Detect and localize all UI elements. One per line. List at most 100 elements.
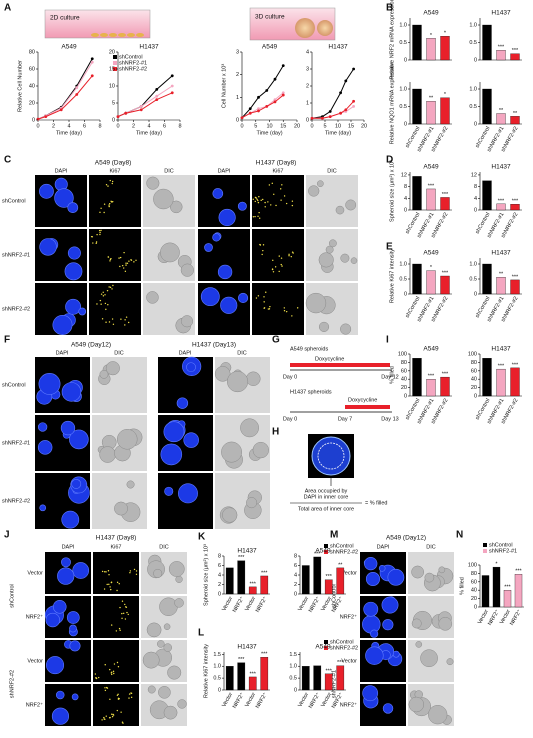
chart-title: A549 xyxy=(423,164,439,171)
ki67-stain xyxy=(265,291,267,293)
y-tick-label: 1.0 xyxy=(469,22,477,28)
panel-label: B xyxy=(386,3,393,14)
x-axis-label: Time (day) xyxy=(56,130,82,136)
spheroid-dic xyxy=(325,245,334,254)
y-tick-label: 0 xyxy=(474,207,477,213)
ki67-stain xyxy=(101,570,104,573)
ki67-stain xyxy=(281,265,283,267)
column-header: DIC xyxy=(164,168,174,174)
y-tick-label: 40 xyxy=(471,377,477,383)
ki67-stain xyxy=(123,267,125,269)
ki67-stain xyxy=(111,673,113,676)
spheroid-dic xyxy=(146,176,160,190)
ki67-stain xyxy=(257,201,260,204)
x-tick-label: 8 xyxy=(178,123,181,129)
column-header: DAPI xyxy=(55,168,68,174)
nucleus-stain xyxy=(200,287,220,307)
data-point xyxy=(281,93,285,97)
data-point xyxy=(321,116,324,120)
data-point xyxy=(44,115,48,118)
data-point xyxy=(116,115,120,118)
data-point xyxy=(352,99,355,103)
significance: *** xyxy=(442,372,449,378)
micrograph xyxy=(92,357,147,413)
bar xyxy=(301,565,310,595)
row-label: Vector xyxy=(341,658,357,664)
panel-label: K xyxy=(198,532,206,543)
y-tick-label: 2 xyxy=(236,72,239,78)
ki67-stain xyxy=(111,182,113,185)
panel-label: D xyxy=(386,155,393,166)
panel-label: I xyxy=(386,335,389,346)
ki67-stain xyxy=(104,718,106,721)
ki67-stain xyxy=(100,229,102,232)
nucleus-stain xyxy=(204,243,213,252)
y-tick-label: 0 xyxy=(294,687,297,693)
ki67-stain xyxy=(111,671,113,673)
spheroid-dic xyxy=(153,188,174,210)
nucleus-stain xyxy=(52,600,67,614)
ki67-stain xyxy=(111,201,113,203)
chart-title: A549 xyxy=(262,44,278,51)
ki67-stain xyxy=(110,588,112,591)
ki67-stain xyxy=(261,253,263,256)
nucleus-stain xyxy=(69,429,89,450)
row-label: shControl xyxy=(2,382,26,388)
x-axis-label: Time (day) xyxy=(256,130,282,136)
y-tick-label: 0 xyxy=(404,291,407,297)
data-point xyxy=(344,79,348,83)
ki67-stain xyxy=(285,310,288,313)
bar xyxy=(514,574,523,608)
spheroid-dic xyxy=(160,242,180,263)
y-tick-label: 100 xyxy=(468,562,477,568)
chart-title: A549 xyxy=(423,10,439,17)
ki67-stain xyxy=(296,307,299,309)
legend-label: shNRF2-#2 xyxy=(119,66,147,72)
micrograph xyxy=(89,283,141,335)
y-axis-label: Spheroid size (μm²) x 10³ xyxy=(389,160,395,222)
chart-title: H1437 xyxy=(237,644,257,651)
timeline-title: A549 spheroids xyxy=(290,346,328,352)
bar xyxy=(492,566,501,608)
panel-label: H xyxy=(272,427,279,438)
legend-swatch xyxy=(483,549,487,553)
spheroid-dic xyxy=(175,575,183,583)
significance: *** xyxy=(326,668,333,674)
y-tick-label: 80 xyxy=(471,360,477,366)
ki67-stain xyxy=(117,693,119,696)
y-tick-label: 8 xyxy=(294,553,297,559)
nucleus-stain xyxy=(60,420,76,436)
bar xyxy=(225,567,234,595)
ki67-stain xyxy=(121,264,124,267)
nucleus-stain xyxy=(212,188,224,199)
y-tick-label: 12 xyxy=(401,172,407,178)
spheroid-dic xyxy=(340,323,352,335)
bar xyxy=(496,368,506,397)
bar xyxy=(237,662,246,691)
ki67-stain xyxy=(98,229,101,232)
ki67-stain xyxy=(111,180,114,183)
ki67-stain xyxy=(108,321,111,323)
panel-label: M xyxy=(330,530,338,541)
significance: * xyxy=(444,92,447,98)
data-point xyxy=(155,88,159,91)
bar xyxy=(482,263,492,295)
data-point xyxy=(155,98,159,101)
bar xyxy=(503,590,512,608)
significance: *** xyxy=(504,585,511,591)
y-tick-label: 0 xyxy=(294,591,297,597)
y-tick-label: 1 xyxy=(306,100,309,106)
ki67-stain xyxy=(264,201,266,204)
series-line xyxy=(241,65,284,119)
nucleus-stain xyxy=(365,571,380,587)
chart-title: H1437 xyxy=(491,346,511,353)
bar xyxy=(237,560,246,595)
ki67-stain xyxy=(118,257,120,259)
nucleus-stain xyxy=(46,656,65,675)
nucleus-stain xyxy=(72,562,90,579)
y-axis-label: Relative NQO1 mRNA expression xyxy=(389,62,395,145)
nucleus-stain xyxy=(363,601,379,617)
ki67-stain xyxy=(116,709,118,712)
bar xyxy=(412,176,422,211)
bar xyxy=(440,275,450,295)
